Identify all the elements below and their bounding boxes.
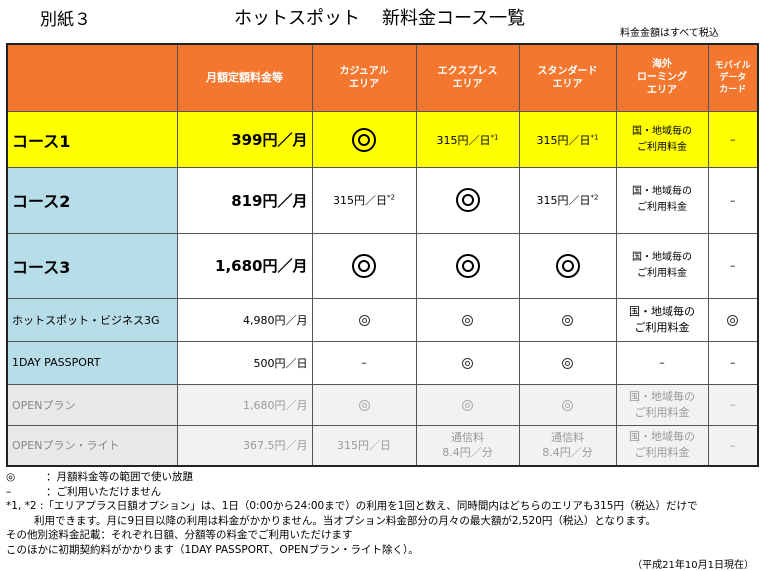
header-roaming: 海外 ローミング エリア bbox=[615, 43, 709, 112]
open-casual bbox=[311, 383, 417, 426]
open-lite-express: 通信料 8.4円／分 bbox=[415, 424, 520, 467]
double-circle-icon bbox=[462, 399, 473, 411]
oneday-monthly: 500円／日 bbox=[176, 340, 313, 385]
double-circle-icon bbox=[455, 188, 480, 213]
open-lite-name: OPENプラン・ライト bbox=[6, 424, 178, 467]
table-row-course3: コース3 1,680円／月 国・地域毎の ご利用料金 – bbox=[6, 232, 759, 299]
open-lite-mobile: – bbox=[707, 424, 759, 467]
as-of-date: （平成21年10月1日現在） bbox=[632, 560, 754, 571]
header-express: エクスプレス エリア bbox=[415, 43, 520, 112]
table-row-open-plan-lite: OPENプラン・ライト 367.5円／月 315円／日 通信料 8.4円／分 通信… bbox=[6, 424, 759, 467]
double-circle-icon bbox=[358, 314, 370, 326]
double-circle-icon bbox=[562, 314, 573, 326]
note-star-2: 利用できます。月に9日目以降の利用は料金がかかりません。当オプション料金部分の月… bbox=[34, 514, 657, 527]
table-row-open-plan: OPENプラン 1,680円／月 国・地域毎の ご利用料金 – bbox=[6, 383, 759, 426]
course2-express bbox=[415, 167, 520, 234]
course3-roaming: 国・地域毎の ご利用料金 bbox=[615, 232, 709, 299]
business-standard bbox=[518, 297, 617, 342]
open-lite-standard: 通信料 8.4円／分 bbox=[518, 424, 617, 467]
business-name: ホットスポット・ビジネス3G bbox=[6, 297, 178, 342]
course3-mobile: – bbox=[707, 232, 759, 299]
header-row: 月額定額料金等 カジュアル エリア エクスプレス エリア スタンダード エリア 海外ロ… bbox=[6, 43, 759, 112]
double-circle-icon bbox=[562, 399, 573, 411]
open-roaming: 国・地域毎の ご利用料金 bbox=[615, 383, 709, 426]
table-row-course1: コース1 399円／月 315円／日*1 315円／日*1 国・地域毎の ご利用料… bbox=[6, 110, 759, 169]
header-blank bbox=[6, 43, 178, 112]
page-title: ホットスポット 新料金コース一覧 bbox=[234, 4, 525, 30]
double-circle-icon bbox=[352, 127, 376, 152]
open-express bbox=[415, 383, 520, 426]
course2-standard: 315円／日*2 bbox=[518, 167, 617, 234]
course3-casual bbox=[311, 232, 417, 299]
header-standard: スタンダード エリア bbox=[518, 43, 617, 112]
open-lite-casual: 315円／日 bbox=[311, 424, 417, 467]
business-casual bbox=[311, 297, 417, 342]
fee-table: 月額定額料金等 カジュアル エリア エクスプレス エリア スタンダード エリア 海外ロ… bbox=[6, 43, 759, 467]
double-circle-icon bbox=[462, 314, 473, 326]
header-mobile: モバイル データ カード bbox=[707, 43, 759, 112]
course1-name: コース1 bbox=[6, 110, 178, 169]
course3-monthly: 1,680円／月 bbox=[176, 232, 313, 299]
title-hotspot: ホットスポット bbox=[234, 8, 360, 29]
double-circle-icon bbox=[455, 253, 480, 278]
course2-name: コース2 bbox=[6, 167, 178, 234]
course2-roaming: 国・地域毎の ご利用料金 bbox=[615, 167, 709, 234]
title-course-list: 新料金コース一覧 bbox=[382, 8, 526, 29]
note-other-1: その他別途料金記載：それぞれ日額、分額等の料金でご利用いただけます bbox=[6, 529, 353, 541]
open-name: OPENプラン bbox=[6, 383, 178, 426]
course3-name: コース3 bbox=[6, 232, 178, 299]
double-circle-icon bbox=[352, 253, 376, 278]
header-monthly: 月額定額料金等 bbox=[176, 43, 313, 112]
oneday-mobile: – bbox=[707, 340, 759, 385]
double-circle-icon bbox=[727, 314, 739, 326]
business-roaming: 国・地域毎の ご利用料金 bbox=[615, 297, 709, 342]
note-double-circle: ◎ ：月額料金等の範囲で使い放題 bbox=[6, 471, 193, 483]
business-express bbox=[415, 297, 520, 342]
business-mobile bbox=[707, 297, 759, 342]
double-circle-icon bbox=[555, 253, 580, 278]
business-monthly: 4,980円／月 bbox=[176, 297, 313, 342]
table-row-course2: コース2 819円／月 315円／日*2 315円／日*2 国・地域毎の ご利用料… bbox=[6, 167, 759, 234]
table-row-1day-passport: 1DAY PASSPORT 500円／日 – – – bbox=[6, 340, 759, 385]
open-lite-monthly: 367.5円／月 bbox=[176, 424, 313, 467]
double-circle-icon bbox=[462, 357, 473, 369]
oneday-casual: – bbox=[311, 340, 417, 385]
course2-mobile: – bbox=[707, 167, 759, 234]
footnotes: ◎ ：月額料金等の範囲で使い放題 – ：ご利用いただけません *1, *2 :「エリ… bbox=[6, 470, 758, 557]
course2-monthly: 819円／月 bbox=[176, 167, 313, 234]
open-mobile: – bbox=[707, 383, 759, 426]
course2-casual: 315円／日*2 bbox=[311, 167, 417, 234]
course1-roaming: 国・地域毎の ご利用料金 bbox=[615, 110, 709, 169]
attachment-label: 別紙３ bbox=[40, 10, 91, 30]
course1-standard: 315円／日*1 bbox=[518, 110, 617, 169]
header-casual: カジュアル エリア bbox=[311, 43, 417, 112]
double-circle-icon bbox=[562, 357, 573, 369]
oneday-standard bbox=[518, 340, 617, 385]
course1-casual bbox=[311, 110, 417, 169]
tax-note: 料金金額はすべて税込 bbox=[620, 28, 719, 39]
course3-express bbox=[415, 232, 520, 299]
note-star-1: *1, *2 :「エリアプラス日額オプション」は、1日（0:00から24:00ま… bbox=[6, 500, 698, 512]
note-other-2: このほかに初期契約料がかかります（1DAY PASSPORT、OPENプラン・ラ… bbox=[6, 543, 419, 556]
table-row-business: ホットスポット・ビジネス3G 4,980円／月 国・地域毎の ご利用料金 bbox=[6, 297, 759, 342]
course3-standard bbox=[518, 232, 617, 299]
course1-express: 315円／日*1 bbox=[415, 110, 520, 169]
oneday-express bbox=[415, 340, 520, 385]
open-standard bbox=[518, 383, 617, 426]
oneday-roaming: – bbox=[615, 340, 709, 385]
course1-mobile: – bbox=[707, 110, 759, 169]
double-circle-icon bbox=[358, 399, 370, 411]
note-dash: – ：ご利用いただけません bbox=[6, 485, 162, 498]
open-monthly: 1,680円／月 bbox=[176, 383, 313, 426]
open-lite-roaming: 国・地域毎の ご利用料金 bbox=[615, 424, 709, 467]
oneday-name: 1DAY PASSPORT bbox=[6, 340, 178, 385]
course1-monthly: 399円／月 bbox=[176, 110, 313, 169]
